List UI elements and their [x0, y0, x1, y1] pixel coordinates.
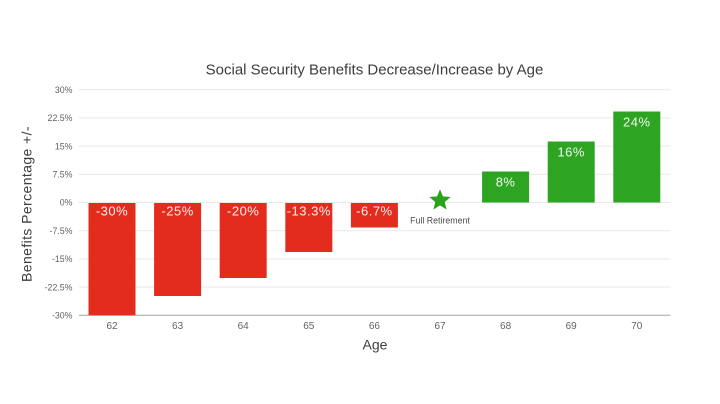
svg-text:69: 69 [566, 321, 578, 332]
svg-text:Social Security Benefits Decre: Social Security Benefits Decrease/Increa… [206, 62, 544, 79]
svg-text:22.5%: 22.5% [48, 113, 73, 123]
svg-text:16%: 16% [557, 145, 585, 160]
svg-text:30%: 30% [55, 85, 73, 95]
svg-text:-30%: -30% [52, 311, 73, 321]
svg-text:Benefits Percentage +/-: Benefits Percentage +/- [19, 126, 35, 282]
svg-text:-15%: -15% [52, 254, 73, 264]
svg-text:70: 70 [631, 321, 643, 332]
svg-text:-13.3%: -13.3% [287, 204, 331, 219]
svg-text:63: 63 [172, 321, 184, 332]
svg-text:-7.5%: -7.5% [50, 226, 73, 236]
svg-text:-20%: -20% [227, 204, 259, 219]
svg-text:64: 64 [238, 321, 250, 332]
svg-text:66: 66 [369, 321, 381, 332]
svg-text:-25%: -25% [161, 204, 193, 219]
svg-text:-30%: -30% [96, 204, 128, 219]
svg-text:67: 67 [434, 321, 446, 332]
svg-text:24%: 24% [623, 115, 651, 130]
svg-text:Full Retirement: Full Retirement [410, 216, 470, 226]
svg-text:7.5%: 7.5% [52, 170, 72, 180]
svg-text:15%: 15% [55, 141, 73, 151]
svg-text:8%: 8% [496, 175, 516, 190]
svg-text:65: 65 [303, 321, 315, 332]
svg-text:-22.5%: -22.5% [45, 282, 73, 292]
svg-text:0%: 0% [60, 198, 73, 208]
svg-text:68: 68 [500, 321, 512, 332]
svg-text:-6.7%: -6.7% [356, 204, 392, 219]
svg-text:62: 62 [106, 321, 118, 332]
svg-text:Age: Age [363, 337, 388, 353]
